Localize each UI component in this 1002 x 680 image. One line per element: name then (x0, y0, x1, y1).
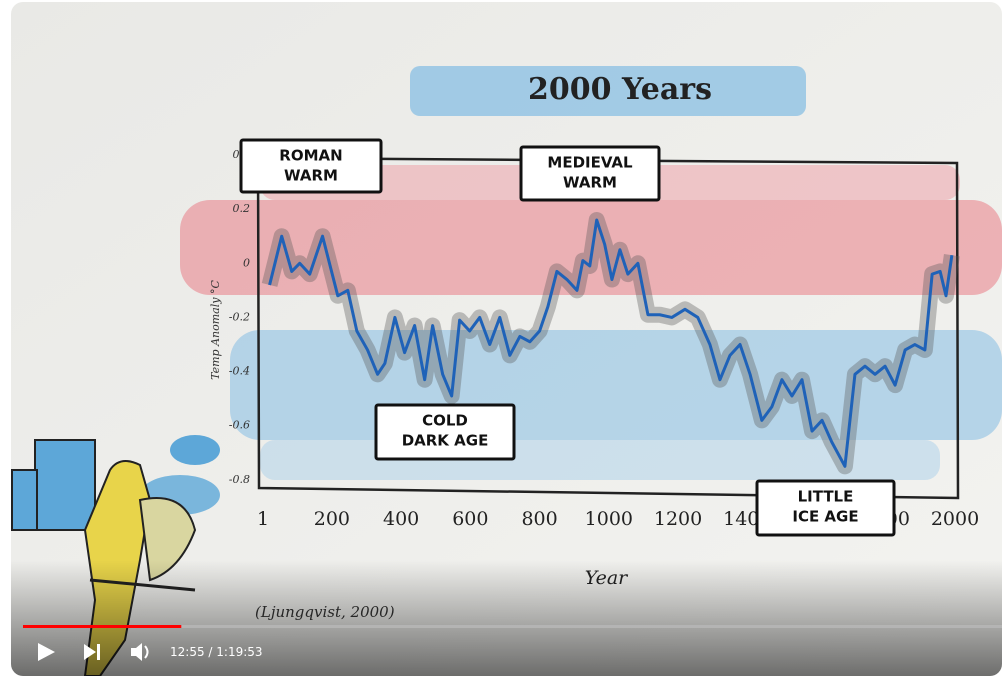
chart-title: 2000 Years (528, 72, 712, 107)
video-frame[interactable]: 2000 YearsYearTemp Anomaly °C(Ljungqvist… (11, 2, 1002, 676)
current-time: 12:55 (170, 645, 205, 659)
x-tick-label: 800 (521, 508, 557, 530)
controls-shade (11, 560, 1002, 676)
y-axis-title: Temp Anomaly °C (209, 280, 222, 380)
play-button[interactable] (38, 643, 55, 661)
annotation-box (755, 479, 896, 537)
duration: 1:19:53 (216, 645, 262, 659)
x-tick-label: 400 (383, 508, 419, 530)
x-tick-label: 600 (452, 508, 488, 530)
y-tick-label: -0.4 (229, 365, 250, 378)
annotation-label: COLD (422, 412, 468, 430)
annotation-label: DARK AGE (402, 432, 489, 450)
annotation-label: WARM (284, 167, 338, 185)
annotation-box (519, 145, 661, 202)
x-tick-label: 1 (257, 508, 269, 530)
x-tick-label: 2000 (931, 508, 979, 530)
annotation-box (239, 138, 383, 194)
knight-drawing (11, 435, 220, 676)
progress-track[interactable] (23, 625, 1002, 628)
annotation-label: WARM (563, 174, 617, 192)
y-tick-label: -0.6 (229, 419, 250, 432)
annotation-label: ROMAN (279, 147, 342, 165)
annotation: LITTLE ICE AGE (755, 479, 896, 537)
annotation: MEDIEVAL WARM (519, 145, 661, 202)
plot-frame (256, 156, 960, 500)
separator: / (205, 645, 217, 659)
title-stroke (410, 66, 806, 116)
chart: 2000 YearsYearTemp Anomaly °C(Ljungqvist… (209, 72, 979, 621)
x-tick-label: 1200 (654, 508, 702, 530)
volume-button[interactable] (131, 643, 149, 661)
time-display: 12:55 / 1:19:53 (170, 645, 263, 659)
annotation-label: LITTLE (798, 488, 854, 506)
y-tick-label: -0.8 (229, 473, 250, 486)
data-line (268, 218, 954, 468)
annotation-label: ICE AGE (792, 508, 858, 526)
x-tick-label: 1000 (585, 508, 633, 530)
y-tick-label: -0.2 (229, 310, 250, 323)
annotation-box (374, 403, 516, 461)
y-tick-label: 0.2 (233, 202, 251, 215)
progress-played (23, 625, 182, 628)
y-tick-label: 0 (243, 256, 250, 269)
annotation: ROMAN WARM (239, 138, 383, 194)
x-tick-label: 200 (314, 508, 350, 530)
next-button[interactable] (84, 644, 100, 660)
warm-stroke (180, 200, 1002, 295)
annotation-label: MEDIEVAL (547, 154, 633, 172)
annotation: COLD DARK AGE (374, 403, 516, 461)
